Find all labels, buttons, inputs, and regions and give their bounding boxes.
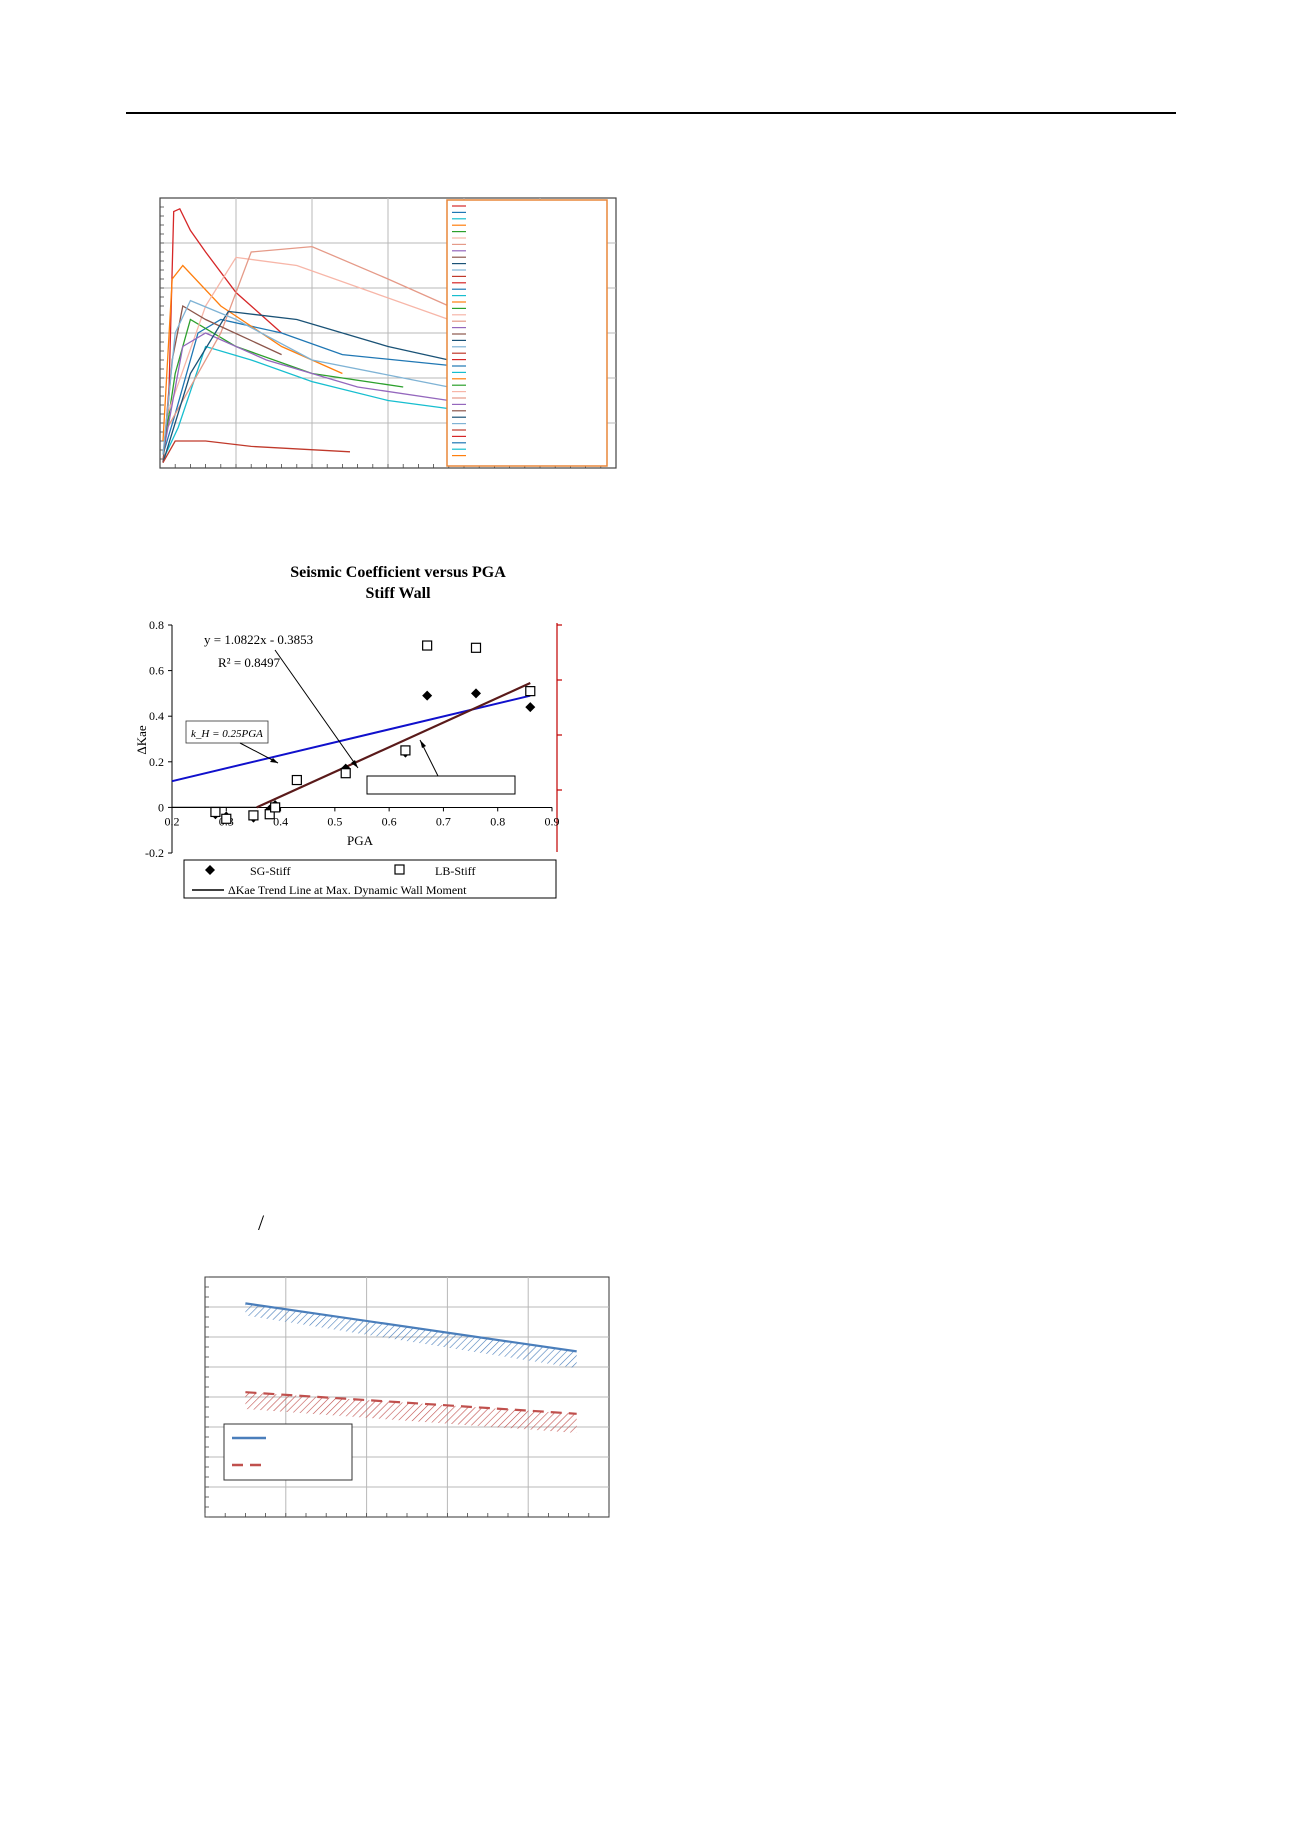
trend-line (256, 682, 531, 809)
y-tick-label: 0 (158, 800, 164, 814)
kh-pointer (239, 742, 279, 764)
kh-label-box: k_H = 0.25PGA (185, 720, 269, 744)
figure-1-multi-curve-chart (159, 197, 617, 469)
header-rule (126, 112, 1176, 114)
y-tick-label: -0.2 (145, 846, 164, 860)
legend-lb-stiff: LB-Stiff (435, 864, 475, 878)
legend-diamond-marker (205, 865, 215, 875)
figure-1-legend-swatches (452, 205, 466, 457)
y-tick-label: 0.4 (149, 709, 164, 723)
figure-3-legend-box (223, 1423, 353, 1481)
trend-pointer-head (420, 740, 426, 748)
chart-title: Seismic Coefficient versus PGA (290, 564, 506, 581)
legend-square-marker (394, 864, 405, 875)
figure-1-curves (162, 207, 450, 463)
x-tick-label: 0.5 (327, 814, 342, 828)
curve-line (162, 318, 404, 455)
curve-line (162, 345, 449, 461)
y-tick-label: 0.8 (149, 618, 164, 632)
trend-r-squared: R² = 0.8497 (218, 655, 281, 670)
x-tick-label: 0.8 (490, 814, 505, 828)
band-upper-line (245, 1302, 577, 1353)
figure-3-bands (245, 1302, 577, 1433)
curve-line (162, 207, 283, 463)
x-tick-label: 0.4 (273, 814, 288, 828)
legend-sg-stiff: SG-Stiff (250, 864, 290, 878)
lb-stiff-point (400, 745, 411, 756)
chart-subtitle: Stiff Wall (365, 585, 431, 602)
x-tick-label: 0.6 (382, 814, 397, 828)
curve-line (162, 299, 449, 455)
equation-fragment: / (258, 1210, 265, 1235)
figure-3-hatched-band-chart (204, 1276, 610, 1518)
y-tick-labels: -0.2 0 0.2 0.4 0.6 0.8 (145, 618, 172, 860)
legend-trend-line: ΔKae Trend Line at Max. Dynamic Wall Mom… (228, 883, 467, 897)
curve-line (162, 310, 449, 463)
kh-pointer-head (270, 758, 278, 763)
lb-stiff-point (248, 810, 259, 821)
lb-stiff-point (340, 768, 351, 779)
curve-line (162, 440, 351, 463)
figure-3-minor-ticks (204, 1276, 610, 1518)
y-tick-label: 0.6 (149, 664, 164, 678)
band-upper-line (245, 1391, 577, 1415)
figure-2-seismic-coefficient-chart: Seismic Coefficient versus PGA Stiff Wal… (134, 564, 562, 899)
curve-line (166, 256, 450, 415)
equation-pointer (274, 649, 359, 769)
chart-points (210, 640, 536, 824)
sg-stiff-point (422, 690, 433, 701)
hatched-band (245, 1303, 577, 1369)
sg-stiff-point (471, 688, 481, 699)
curve-line (162, 332, 449, 455)
lb-stiff-point (221, 813, 232, 824)
sg-stiff-point (525, 702, 536, 713)
empty-annotation-box (366, 775, 516, 795)
lb-stiff-point (422, 640, 433, 651)
trend-equation: y = 1.0822x - 0.3853 (204, 632, 313, 647)
lb-stiff-point (264, 809, 275, 820)
y-axis-label: ΔKae (134, 725, 149, 755)
lb-stiff-point (470, 642, 482, 653)
kh-label: k_H = 0.25PGA (191, 728, 263, 740)
x-tick-label: 0.2 (165, 814, 180, 828)
y-tick-label: 0.2 (149, 755, 164, 769)
x-axis-label: PGA (347, 833, 374, 848)
curve-line (162, 264, 343, 442)
x-tick-label: 0.9 (545, 814, 560, 828)
hatched-band (245, 1392, 577, 1433)
figure-1-legend-box (446, 199, 608, 467)
curve-line (167, 245, 450, 428)
lb-stiff-point (210, 806, 221, 818)
red-secondary-axis (556, 623, 562, 852)
lb-stiff-point (525, 686, 536, 697)
x-tick-label: 0.7 (436, 814, 451, 828)
lb-stiff-point (291, 774, 302, 786)
lb-stiff-point (270, 802, 281, 813)
equation-pointer-head (351, 760, 358, 768)
chart-legend: SG-Stiff LB-Stiff ΔKae Trend Line at Max… (183, 859, 557, 899)
